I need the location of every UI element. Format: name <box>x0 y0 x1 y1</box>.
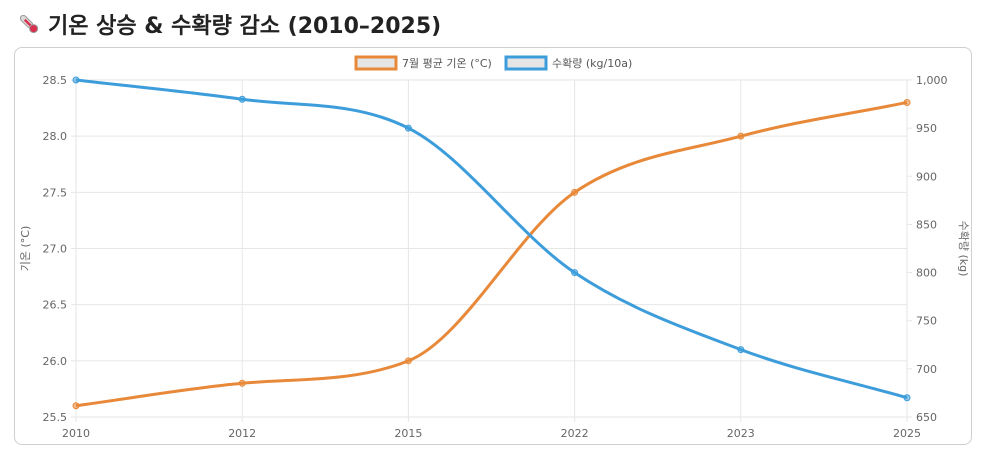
y-right-tick-label: 700 <box>916 363 937 376</box>
y-left-tick-label: 25.5 <box>43 411 68 424</box>
legend-swatch-yield <box>504 55 548 71</box>
y-left-axis-title: 기온 (°C) <box>19 226 32 272</box>
data-point-temperature <box>903 98 911 106</box>
data-point-yield <box>571 269 579 277</box>
y-right-tick-label: 900 <box>916 170 937 183</box>
y-right-tick-label: 800 <box>916 267 937 280</box>
data-point-yield <box>737 346 745 354</box>
y-right-tick-label: 1,000 <box>916 74 948 87</box>
chart-title: 기온 상승 & 수확량 감소 (2010–2025) <box>18 8 441 40</box>
data-point-yield <box>238 95 246 103</box>
y-left-tick-label: 27.0 <box>43 243 68 256</box>
y-left-tick-label: 27.5 <box>43 186 68 199</box>
data-point-temperature <box>72 402 80 410</box>
legend-swatch-temperature <box>354 55 398 71</box>
thermometer-icon <box>19 14 39 34</box>
x-tick-label: 2015 <box>394 427 422 440</box>
data-point-yield <box>72 76 80 84</box>
x-tick-label: 2025 <box>893 427 921 440</box>
series-line-temperature <box>75 100 908 408</box>
y-left-tick-label: 28.5 <box>43 74 68 87</box>
legend-label-yield: 수확량 (kg/10a) <box>552 57 632 70</box>
x-tick-label: 2023 <box>727 427 755 440</box>
y-right-tick-label: 950 <box>916 122 937 135</box>
data-point-temperature <box>404 357 412 365</box>
line-chart: 25.5 26.0 26.5 27.0 27.5 28.0 28.5 650 700 750 800… <box>19 55 970 440</box>
y-right-tick-label: 650 <box>916 411 937 424</box>
y-left-tick-label: 26.0 <box>43 355 68 368</box>
data-point-temperature <box>571 188 579 196</box>
y-right-tick-label: 750 <box>916 315 937 328</box>
y-left-tick-label: 28.0 <box>43 130 68 143</box>
data-point-yield <box>903 394 911 402</box>
page-title: 기온 상승 & 수확량 감소 (2010–2025) <box>48 14 442 39</box>
data-point-yield <box>404 124 412 132</box>
y-right-tick-label: 850 <box>916 218 937 231</box>
y-left-tick-label: 26.5 <box>43 299 68 312</box>
x-tick-label: 2012 <box>228 427 256 440</box>
series-line-yield <box>75 78 908 400</box>
x-tick-label: 2022 <box>561 427 589 440</box>
data-point-temperature <box>238 379 246 387</box>
legend-label-temperature: 7월 평균 기온 (°C) <box>402 57 492 70</box>
x-tick-label: 2010 <box>62 427 90 440</box>
y-right-axis-title: 수확량 (kg) <box>957 221 970 277</box>
chart-card: 25.5 26.0 26.5 27.0 27.5 28.0 28.5 650 700 750 800… <box>14 47 972 445</box>
data-point-temperature <box>737 132 745 140</box>
